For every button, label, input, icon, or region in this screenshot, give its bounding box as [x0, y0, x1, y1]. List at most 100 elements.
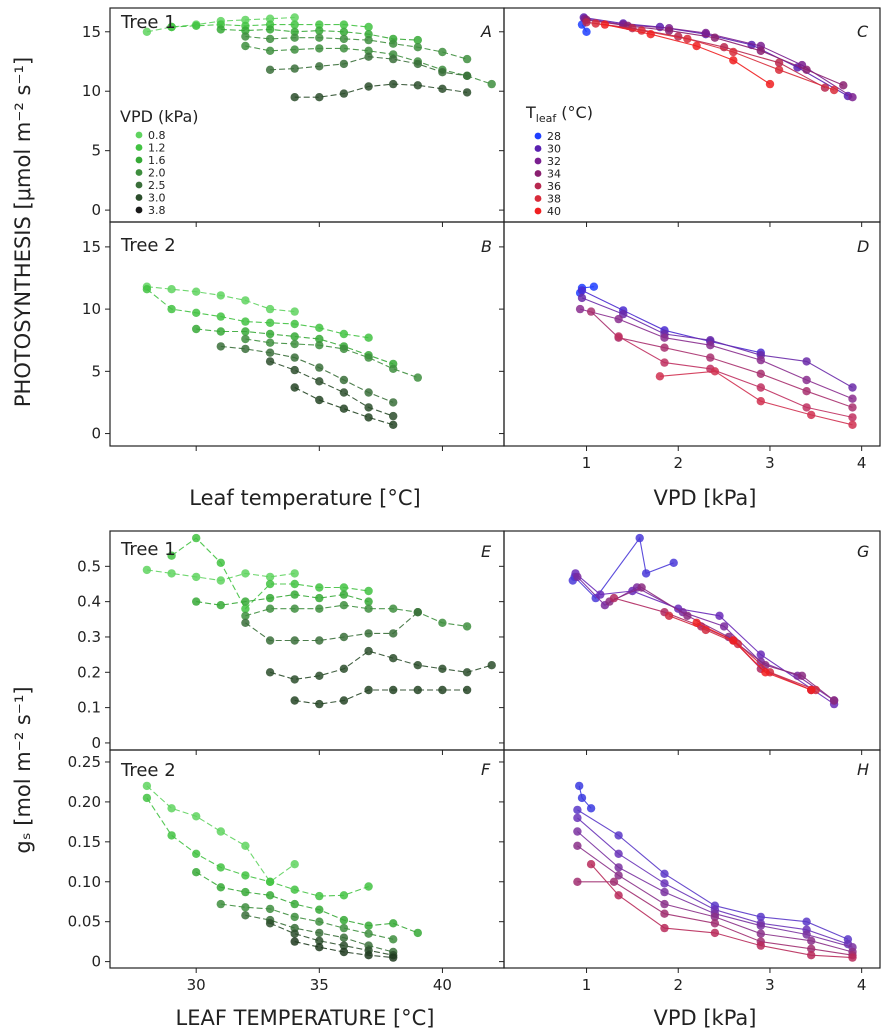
panel-e-data-point — [241, 597, 250, 606]
panel-c-data-point — [729, 56, 738, 65]
panel-e-data-point — [315, 583, 324, 592]
legend-tleaf-marker — [534, 157, 542, 165]
panel-a-data-point — [315, 33, 324, 42]
panel-e-data-point — [315, 671, 324, 680]
panel-d-data-point — [802, 403, 811, 412]
panel-g-data-point — [807, 685, 816, 695]
panel-a-data-point — [487, 79, 496, 89]
panel-a-ytick-label: 15 — [82, 23, 101, 41]
panel-h-data-point — [573, 877, 582, 886]
panel-d-data-point — [756, 369, 765, 378]
legend-tleaf-title: Tleaf (°C) — [525, 103, 593, 125]
panel-g-series-line-30 — [575, 572, 835, 705]
panel-b-data-point — [265, 318, 275, 327]
panel-c-data-point — [591, 19, 600, 28]
panel-a-data-point — [339, 34, 349, 44]
panel-b-data-point — [290, 319, 299, 329]
panel-b-data-point — [389, 420, 398, 429]
panel-e-data-point — [265, 579, 275, 589]
panel-letter-b: B — [481, 237, 492, 256]
panel-c-data-point — [664, 26, 674, 35]
panel-e-data-point — [241, 604, 250, 613]
panel-letter-f: F — [481, 760, 491, 779]
panel-e-data-point — [315, 604, 324, 613]
panel-e-data-point — [339, 696, 349, 705]
panel-c-data-point — [692, 41, 701, 51]
panel-b-data-point — [339, 329, 349, 339]
panel-b-data-point — [315, 341, 324, 350]
panel-g-data-point — [635, 533, 644, 543]
panel-e-data-point — [339, 583, 349, 592]
panel-g-data-point — [829, 696, 839, 705]
legend-tleaf-label: 32 — [547, 155, 561, 168]
panel-f-data-point — [167, 831, 176, 840]
panel-b-data-point — [315, 395, 324, 405]
panel-letter-d: D — [857, 237, 869, 256]
panel-a-data-point — [192, 21, 201, 30]
panel-d-series-line-38 — [618, 336, 853, 418]
panel-b-data-point — [241, 334, 250, 344]
panel-e: 0 0.1 0.2 0.3 0.4 0.5 — [77, 530, 505, 755]
panel-d: 1 2 3 4 — [499, 221, 881, 472]
panel-a-data-point — [290, 27, 299, 36]
panel-e-data-point — [290, 604, 299, 613]
panel-a-data-point — [290, 45, 299, 54]
panel-a-data-point — [241, 41, 250, 51]
panel-b-data-point — [265, 329, 275, 339]
legend-tleaf-label: 38 — [547, 193, 561, 206]
panel-b-data-point — [192, 287, 201, 296]
panel-c-data-point — [774, 58, 784, 67]
panel-f-data-point — [192, 868, 201, 877]
panel-h-data-point — [614, 863, 623, 872]
panel-a-series-line-2.0 — [245, 35, 468, 60]
panel-e-data-point — [241, 611, 250, 620]
panel-f-data-point — [241, 903, 250, 912]
panel-a-data-point — [413, 59, 422, 69]
panel-a-data-point — [438, 84, 447, 94]
panel-e-data-point — [339, 632, 349, 642]
panel-a-ytick-label: 0 — [91, 201, 101, 219]
panel-a-data-point — [241, 26, 250, 35]
panel-h: 1 2 3 4 — [499, 749, 881, 994]
panel-c-data-point — [637, 26, 646, 35]
panel-a-data-point — [241, 15, 250, 25]
xlabel-vpd-bottom: VPD [kPa] — [653, 1006, 756, 1030]
panel-a: 0 5 10 15 — [82, 7, 505, 227]
panel-e-ytick-label: 0.3 — [77, 628, 101, 646]
panel-f-data-point — [364, 921, 373, 930]
panel-h-data-point — [577, 793, 587, 803]
panel-d-data-point — [848, 394, 857, 403]
panel-e-data-point — [364, 646, 373, 656]
panel-e-data-point — [265, 604, 275, 613]
panel-b-data-point — [216, 291, 225, 300]
panel-letter-g: G — [857, 542, 869, 561]
panel-h-data-point — [660, 909, 669, 918]
panel-a-data-point — [413, 35, 422, 45]
panel-e-data-point — [216, 558, 225, 567]
panel-h-data-point — [614, 891, 623, 900]
panel-d-data-point — [655, 372, 665, 381]
panel-b-series-line-3.0 — [269, 360, 394, 417]
panel-e-ytick-label: 0 — [91, 734, 101, 752]
panel-f-data-point — [290, 929, 299, 938]
panel-h-data-point — [660, 887, 669, 897]
panel-b-data-point — [265, 338, 275, 347]
panel-e-data-point — [389, 654, 398, 663]
panel-f-data-point — [315, 891, 324, 901]
panel-g-data-point — [637, 583, 646, 592]
panel-b-series-line-3.8 — [294, 387, 394, 426]
panel-h-data-point — [614, 849, 623, 858]
panel-b: 0 5 10 15 — [82, 221, 505, 451]
panel-b-data-point — [315, 334, 324, 344]
panel-e-data-point — [413, 661, 422, 670]
panel-d-data-point — [660, 333, 669, 342]
panel-f-data-point — [216, 883, 225, 892]
legend-tleaf-title-unit: (°C) — [556, 103, 593, 122]
panel-f-data-point — [364, 882, 373, 891]
panel-e-series-line-1.2 — [171, 537, 369, 610]
panel-e-data-point — [192, 597, 201, 606]
panel-f-data-point — [364, 929, 373, 938]
panel-a-data-point — [315, 93, 324, 102]
